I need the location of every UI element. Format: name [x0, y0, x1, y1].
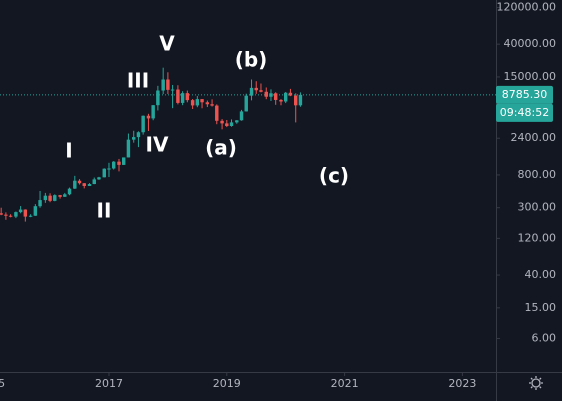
wave-label: V: [159, 32, 175, 56]
y-tick-label: 120000.00: [497, 0, 557, 13]
candle-body: [156, 90, 160, 106]
y-tick-label: 15.00: [525, 301, 557, 314]
candle-body: [200, 99, 204, 103]
x-tick-label: 2021: [331, 377, 359, 390]
candle-body: [180, 93, 185, 103]
y-tick-label: 15000.00: [504, 70, 557, 83]
wave-label: III: [127, 69, 149, 93]
candle-body: [210, 104, 214, 106]
last-price-box: [496, 85, 553, 104]
candle-body: [146, 115, 151, 119]
candle-body: [102, 168, 106, 178]
candle-body: [170, 89, 175, 91]
candle-body: [82, 183, 86, 186]
countdown-box: [496, 103, 553, 122]
candle-body: [161, 79, 165, 91]
candle-body: [283, 92, 288, 102]
x-tick-label: 2023: [448, 377, 476, 390]
candle-body: [73, 180, 77, 189]
candle-body: [205, 102, 210, 105]
x-tick-label: 2019: [213, 377, 241, 390]
candle-body: [111, 161, 116, 169]
candle-body: [298, 94, 303, 106]
candle-body: [176, 89, 180, 103]
candle-body: [92, 179, 96, 185]
wave-label: I: [65, 139, 72, 163]
candle-body: [259, 90, 263, 92]
candle-body: [28, 215, 33, 217]
candle-body: [18, 209, 23, 213]
y-tick-label: 800.00: [518, 168, 557, 181]
x-tick-label: 2015: [0, 377, 5, 390]
y-tick-label: 40.00: [525, 268, 557, 281]
wave-label: (b): [235, 48, 268, 72]
candle-body: [166, 79, 170, 90]
candle-body: [293, 95, 298, 106]
candle-body: [58, 195, 62, 197]
y-tick-label: 300.00: [518, 201, 557, 214]
candle-body: [97, 177, 101, 180]
y-tick-label: 120.00: [518, 231, 557, 244]
wave-label: (c): [319, 164, 349, 188]
y-tick-label: 6.00: [532, 331, 557, 344]
candle-body: [33, 206, 38, 216]
candle-body: [239, 111, 244, 121]
settings-icon[interactable]: [529, 376, 543, 390]
candle-body: [220, 120, 224, 124]
candle-body: [195, 99, 200, 106]
candle-body: [23, 209, 28, 217]
candle-body: [38, 200, 42, 207]
candle-body: [53, 195, 57, 201]
candle-body: [67, 188, 72, 195]
y-tick-label: 40000.00: [504, 37, 557, 50]
candle-body: [190, 100, 195, 106]
candle-body: [141, 115, 145, 133]
candle-body: [77, 180, 82, 184]
settings-icon-teeth: [529, 376, 543, 390]
candle-body: [87, 184, 92, 186]
candle-body: [269, 93, 273, 97]
candle-body: [273, 93, 278, 100]
candle-body: [43, 195, 48, 201]
x-tick-label: 2017: [95, 377, 123, 390]
countdown-label: 09:48:52: [500, 106, 549, 119]
candle-body: [4, 214, 8, 216]
candle-body: [215, 105, 219, 121]
candle-body: [117, 161, 121, 165]
wave-label: (a): [205, 136, 237, 160]
candle-body: [121, 157, 126, 165]
wave-label: IV: [146, 133, 169, 157]
settings-icon-ring: [531, 378, 541, 388]
y-tick-label: 2400.00: [511, 131, 557, 144]
candle-body: [288, 92, 293, 96]
candle-body: [126, 139, 131, 158]
candle-body: [264, 91, 268, 97]
candle-body: [48, 195, 52, 201]
candle-body: [132, 137, 136, 140]
candle-body: [107, 168, 111, 170]
candle-body: [225, 123, 229, 126]
candle-body: [279, 99, 283, 102]
candle-body: [14, 212, 18, 217]
candle-body: [8, 215, 13, 217]
candle-body: [254, 87, 258, 91]
candle-body: [151, 105, 155, 119]
wave-label: II: [97, 199, 112, 223]
candle-body: [249, 87, 254, 96]
last-price-label: 8785.30: [502, 88, 548, 101]
candle-body: [185, 93, 190, 101]
candle-body: [244, 95, 248, 112]
candle-body: [235, 120, 239, 123]
candle-body: [229, 122, 234, 126]
candle-body: [0, 213, 3, 215]
candle-body: [136, 132, 141, 138]
candle-body: [63, 194, 67, 197]
